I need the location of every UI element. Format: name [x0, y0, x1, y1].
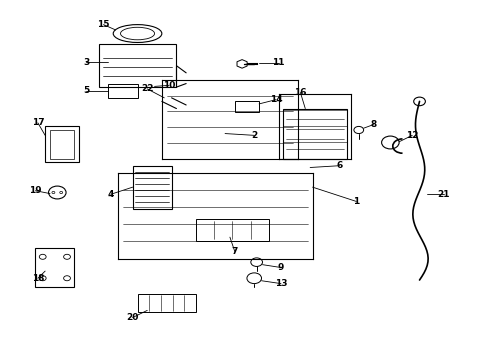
Bar: [45, 126, 79, 162]
Text: 15: 15: [97, 20, 109, 29]
Bar: [234, 102, 259, 112]
Text: 3: 3: [83, 58, 89, 67]
Bar: [283, 109, 346, 158]
Text: 4: 4: [107, 190, 114, 199]
Text: 17: 17: [32, 118, 44, 127]
Bar: [137, 294, 196, 312]
Bar: [35, 248, 74, 287]
Bar: [108, 84, 137, 98]
Text: 16: 16: [294, 88, 306, 97]
Text: 19: 19: [29, 186, 41, 195]
Text: 14: 14: [269, 95, 282, 104]
Text: 21: 21: [437, 190, 449, 199]
Text: 13: 13: [274, 279, 286, 288]
Bar: [132, 166, 171, 208]
Text: 5: 5: [83, 86, 89, 95]
Text: 9: 9: [277, 263, 284, 272]
Text: 10: 10: [163, 81, 175, 90]
Text: 2: 2: [250, 131, 257, 140]
Text: 20: 20: [126, 313, 139, 322]
Text: 1: 1: [352, 197, 359, 206]
Text: 11: 11: [272, 58, 284, 67]
Bar: [196, 219, 268, 241]
Text: 8: 8: [369, 120, 376, 129]
Text: 12: 12: [405, 131, 418, 140]
Text: 18: 18: [32, 274, 44, 283]
Text: 22: 22: [141, 84, 153, 93]
Text: 7: 7: [231, 247, 238, 256]
Text: 6: 6: [336, 161, 342, 170]
Bar: [50, 130, 74, 158]
Bar: [99, 44, 176, 87]
